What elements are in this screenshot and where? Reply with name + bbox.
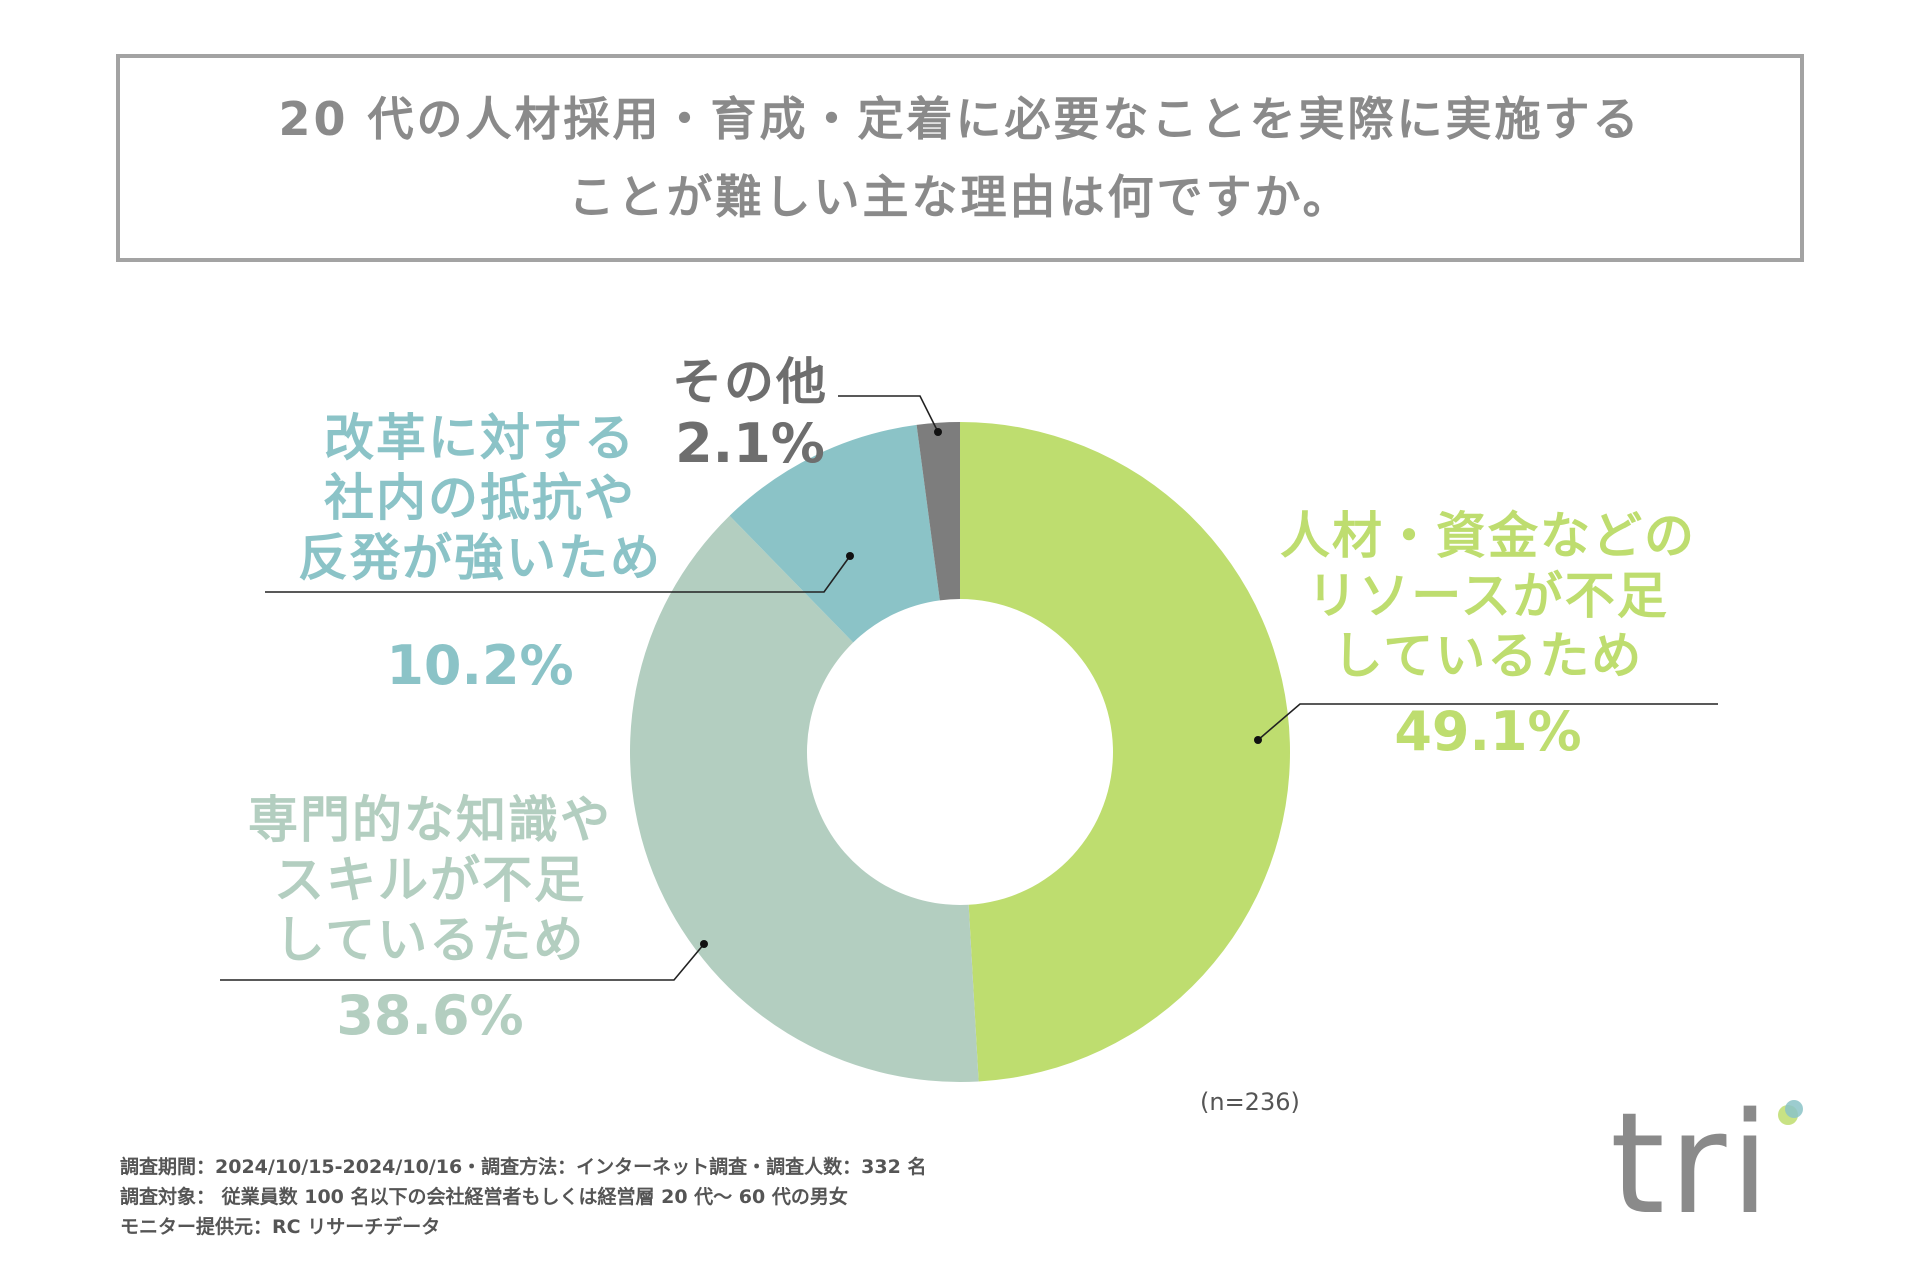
tri-logo: tri [1610,1095,1810,1235]
title-line-1: 20 代の人材採用・育成・定着に必要なことを実際に実施する [278,92,1642,146]
sample-size-note: (n=236) [1200,1088,1300,1116]
slice-resources [960,421,1291,1082]
value-label-resources: 49.1% [1394,700,1582,763]
value-label-other: 2.1% [675,412,825,475]
label-skills: 専門的な知識や スキルが不足 しているため 38.6% [200,790,660,1048]
category-label-line: リソースが不足 [1307,567,1669,625]
leader-line-skills [220,943,705,981]
leader-line-other [838,395,939,433]
footer-line-1: 調査期間：2024/10/15-2024/10/16・調査方法：インターネット調… [120,1156,927,1178]
leader-dot-skills [700,940,708,948]
leader-dot-other [934,428,942,436]
slice-resistance [729,424,940,643]
logo-dots-icon [1778,1100,1803,1125]
slice-skills [629,515,979,1082]
logo-dot-teal [1785,1100,1803,1118]
logo-text: tri [1610,1083,1774,1246]
category-label-other: その他 [660,352,840,412]
title-box: 20 代の人材採用・育成・定着に必要なことを実際に実施する ことが難しい主な理由… [116,54,1804,262]
category-label-line: 社内の抵抗や [324,469,636,527]
category-label-line: 専門的な知識や [248,791,612,849]
label-resources: 人材・資金などの リソースが不足 しているため 49.1% [1268,506,1708,764]
category-label-line: 反発が強いため [298,529,662,587]
survey-footer: 調査期間：2024/10/15-2024/10/16・調査方法：インターネット調… [120,1152,926,1242]
value-label-resistance: 10.2% [386,634,574,697]
category-label-line: しているため [274,911,586,969]
slice-other [916,422,960,601]
category-label-resources: 人材・資金などの リソースが不足 しているため [1268,506,1708,686]
category-label-line: その他 [672,353,828,411]
leader-line-resistance [265,555,851,593]
category-label-skills: 専門的な知識や スキルが不足 しているため [200,790,660,970]
label-other: その他 2.1% [660,352,840,476]
category-label-line: 人材・資金などの [1280,507,1696,565]
leader-dot-resources [1254,736,1262,744]
value-label-skills: 38.6% [336,984,524,1047]
category-label-line: しているため [1332,627,1644,685]
category-label-line: 改革に対する [324,409,636,467]
label-resistance: 改革に対する 社内の抵抗や 反発が強いため 10.2% [270,408,690,698]
footer-line-3: モニター提供元：RC リサーチデータ [120,1216,441,1238]
leader-line-resources [1257,703,1718,741]
leader-dot-resistance [846,552,854,560]
category-label-resistance: 改革に対する 社内の抵抗や 反発が強いため [270,408,690,588]
category-label-line: スキルが不足 [274,851,586,909]
footer-line-2: 調査対象： 従業員数 100 名以下の会社経営者もしくは経営層 20 代～ 60… [120,1186,848,1208]
title-line-2: ことが難しい主な理由は何ですか。 [568,170,1352,224]
